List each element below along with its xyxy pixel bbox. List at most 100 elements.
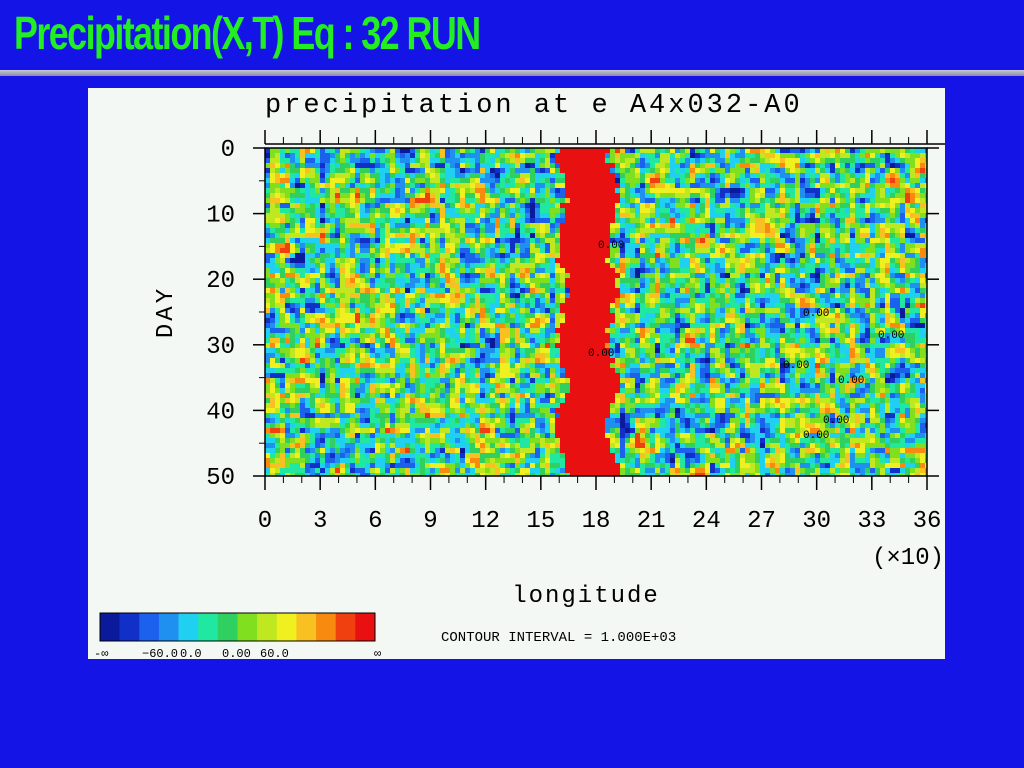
field-cell: [285, 153, 291, 159]
field-cell: [740, 218, 746, 224]
field-cell: [735, 228, 741, 234]
field-cell: [905, 148, 911, 154]
field-cell: [835, 248, 841, 254]
field-cell: [550, 268, 556, 274]
field-cell: [870, 148, 876, 154]
field-cell: [460, 238, 466, 244]
field-cell: [430, 213, 436, 219]
field-cell: [910, 168, 916, 174]
field-cell: [760, 293, 766, 299]
field-cell: [330, 178, 336, 184]
field-cell: [725, 193, 731, 199]
field-cell: [695, 223, 701, 229]
field-cell: [545, 268, 551, 274]
field-cell: [570, 288, 576, 294]
field-cell: [420, 308, 426, 314]
field-cell: [590, 238, 596, 244]
field-cell: [380, 188, 386, 194]
field-cell: [525, 273, 531, 279]
field-cell: [410, 238, 416, 244]
field-cell: [455, 208, 461, 214]
field-cell: [390, 263, 396, 269]
field-cell: [375, 238, 381, 244]
field-cell: [310, 153, 316, 159]
field-cell: [895, 303, 901, 309]
field-cell: [510, 283, 516, 289]
field-cell: [610, 158, 616, 164]
field-cell: [785, 218, 791, 224]
field-cell: [330, 278, 336, 284]
field-cell: [740, 168, 746, 174]
field-cell: [555, 323, 561, 329]
field-cell: [420, 253, 426, 259]
field-cell: [735, 323, 741, 329]
field-cell: [445, 173, 451, 179]
field-cell: [760, 233, 766, 239]
field-cell: [345, 163, 351, 169]
field-cell: [405, 313, 411, 319]
field-cell: [375, 263, 381, 269]
field-cell: [290, 318, 296, 324]
field-cell: [385, 318, 391, 324]
field-cell: [535, 313, 541, 319]
field-cell: [850, 253, 856, 259]
field-cell: [290, 243, 296, 249]
field-cell: [345, 168, 351, 174]
field-cell: [300, 263, 306, 269]
field-cell: [850, 308, 856, 314]
field-cell: [340, 223, 346, 229]
field-cell: [795, 218, 801, 224]
field-cell: [370, 283, 376, 289]
field-cell: [515, 303, 521, 309]
field-cell: [300, 313, 306, 319]
field-cell: [920, 203, 926, 209]
field-cell: [670, 278, 676, 284]
field-cell: [765, 318, 771, 324]
field-cell: [370, 178, 376, 184]
field-cell: [400, 148, 406, 154]
field-cell: [395, 163, 401, 169]
field-cell: [545, 253, 551, 259]
field-cell: [900, 153, 906, 159]
field-cell: [340, 218, 346, 224]
field-cell: [490, 163, 496, 169]
field-cell: [390, 298, 396, 304]
field-cell: [465, 273, 471, 279]
field-cell: [275, 228, 281, 234]
field-cell: [735, 203, 741, 209]
field-cell: [800, 163, 806, 169]
field-cell: [820, 298, 826, 304]
field-cell: [865, 213, 871, 219]
field-cell: [920, 283, 926, 289]
field-cell: [465, 168, 471, 174]
field-cell: [860, 268, 866, 274]
field-cell: [660, 328, 666, 334]
field-cell: [310, 228, 316, 234]
field-cell: [310, 333, 316, 339]
field-cell: [900, 323, 906, 329]
field-cell: [355, 208, 361, 214]
field-cell: [425, 273, 431, 279]
field-cell: [365, 188, 371, 194]
field-cell: [490, 258, 496, 264]
field-cell: [805, 163, 811, 169]
field-cell: [725, 213, 731, 219]
field-cell: [360, 173, 366, 179]
field-cell: [470, 318, 476, 324]
field-cell: [290, 313, 296, 319]
field-cell: [680, 283, 686, 289]
field-cell: [810, 263, 816, 269]
field-cell: [390, 233, 396, 239]
field-cell: [380, 153, 386, 159]
field-cell: [905, 238, 911, 244]
field-cell: [665, 233, 671, 239]
field-cell: [870, 303, 876, 309]
field-cell: [675, 213, 681, 219]
field-cell: [840, 313, 846, 319]
field-cell: [405, 283, 411, 289]
field-cell: [830, 173, 836, 179]
field-cell: [765, 198, 771, 204]
field-cell: [265, 253, 271, 259]
field-cell: [380, 183, 386, 189]
field-cell: [335, 198, 341, 204]
